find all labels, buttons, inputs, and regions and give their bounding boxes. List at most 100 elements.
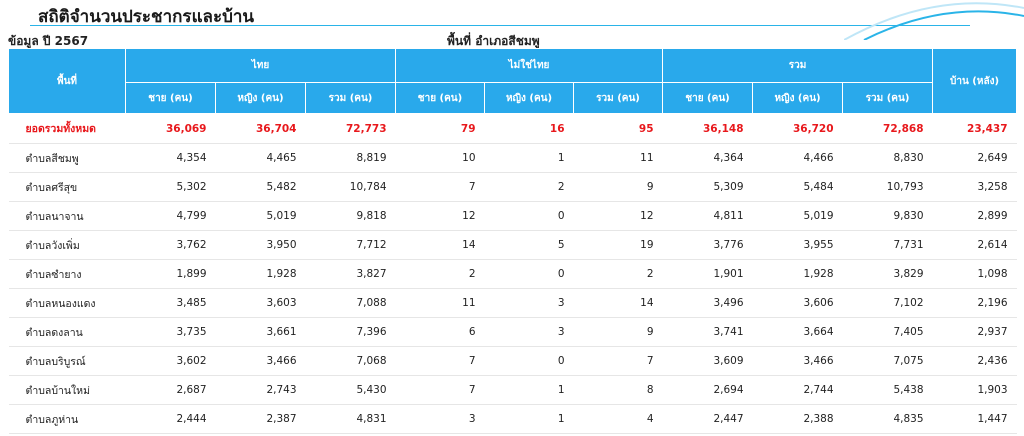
table-cell: 79 (395, 113, 485, 144)
table-cell: 4,835 (842, 404, 933, 434)
subdistrict-name: ตำบลนาจาน (8, 201, 126, 231)
column-header-thai-total[interactable]: รวม (คน) (304, 82, 397, 114)
table-cell: 7,396 (305, 317, 396, 347)
table-cell: 1,928 (752, 259, 843, 289)
table-cell: 19 (573, 230, 663, 260)
column-header-nonthai-female[interactable]: หญิง (คน) (484, 82, 575, 114)
group-header-non-thai: ไม่ใช่ไทย (395, 48, 664, 83)
table-cell: 7,075 (842, 346, 933, 376)
column-header-all-total[interactable]: รวม (คน) (842, 82, 934, 114)
table-cell: 3 (484, 288, 574, 318)
table-cell: 2,444 (125, 404, 216, 434)
table-cell: 7,712 (305, 230, 396, 260)
table-cell: 14 (573, 288, 663, 318)
table-cell: 4,811 (662, 201, 753, 231)
table-cell: 10 (395, 143, 485, 173)
column-header-nonthai-total[interactable]: รวม (คน) (573, 82, 664, 114)
subdistrict-name: ตำบลหนองแดง (8, 288, 126, 318)
table-cell: 5,019 (215, 201, 306, 231)
table-cell: 36,720 (752, 113, 843, 144)
column-header-thai-female[interactable]: หญิง (คน) (215, 82, 306, 114)
table-cell: 72,868 (842, 113, 933, 144)
table-cell: 1 (484, 143, 574, 173)
table-cell: 7 (395, 172, 485, 202)
table-cell: 3,603 (215, 288, 306, 318)
header-divider (30, 25, 970, 26)
table-cell: 5,438 (842, 375, 933, 405)
subdistrict-name: ตำบลวังเพิ่ม (8, 230, 126, 260)
subdistrict-name: ตำบลบริบูรณ์ (8, 346, 126, 376)
table-row: ตำบลนาจาน 4,799 5,019 9,818 12 0 12 4,811 5,019 9… (8, 201, 1017, 231)
table-row: ตำบลบ้านใหม่ 2,687 2,743 5,430 7 1 8 2,694 2,744… (8, 375, 1017, 405)
table-cell: 7 (395, 375, 485, 405)
table-cell: 1,899 (125, 259, 216, 289)
table-cell: 3,664 (752, 317, 843, 347)
table-cell: 0 (484, 346, 574, 376)
table-cell: 1,098 (932, 259, 1017, 289)
table-row: ตำบลดงลาน 3,735 3,661 7,396 6 3 9 3,741 3,664 7,4… (8, 317, 1017, 347)
subdistrict-name: ตำบลดงลาน (8, 317, 126, 347)
table-cell: 12 (395, 201, 485, 231)
table-cell: 0 (484, 201, 574, 231)
table-row: ตำบลบริบูรณ์ 3,602 3,466 7,068 7 0 7 3,609 3,466… (8, 346, 1017, 376)
table-cell: 9 (573, 172, 663, 202)
column-header-all-male[interactable]: ชาย (คน) (662, 82, 754, 114)
table-cell: 8,830 (842, 143, 933, 173)
table-cell: 3 (484, 317, 574, 347)
area-label: พื้นที่ อำเภอสีชมพู (447, 34, 540, 48)
table-cell: 12 (573, 201, 663, 231)
table-row: ตำบลศรีสุข 5,302 5,482 10,784 7 2 9 5,309 5,484 1… (8, 172, 1017, 202)
column-header-area[interactable]: พื้นที่ (8, 48, 126, 114)
table-cell: 16 (484, 113, 574, 144)
table-cell: 1,903 (932, 375, 1017, 405)
table-cell: 4,831 (305, 404, 396, 434)
table-cell: 2,687 (125, 375, 216, 405)
table-cell: 8,819 (305, 143, 396, 173)
table-cell: 2,694 (662, 375, 753, 405)
table-cell: 2 (395, 259, 485, 289)
table-cell: 3,602 (125, 346, 216, 376)
table-cell: 10,793 (842, 172, 933, 202)
table-cell: 7,405 (842, 317, 933, 347)
table-cell: 4,465 (215, 143, 306, 173)
column-header-houses[interactable]: บ้าน (หลัง) (932, 48, 1018, 114)
subdistrict-name: ตำบลศรีสุข (8, 172, 126, 202)
column-header-nonthai-male[interactable]: ชาย (คน) (395, 82, 486, 114)
table-cell: 3 (395, 404, 485, 434)
table-cell: 3,466 (215, 346, 306, 376)
table-cell: 95 (573, 113, 663, 144)
table-cell: 9 (573, 317, 663, 347)
table-cell: 7,068 (305, 346, 396, 376)
table-cell: 5 (484, 230, 574, 260)
table-cell: 4,799 (125, 201, 216, 231)
table-cell: 3,661 (215, 317, 306, 347)
table-cell: 5,302 (125, 172, 216, 202)
table-cell: 8 (573, 375, 663, 405)
page-header: สถิติจำนวนประชากรและบ้าน (0, 0, 1024, 40)
table-cell: 3,485 (125, 288, 216, 318)
year-label: ข้อมูล ปี 2567 (8, 34, 89, 48)
table-cell: 7,102 (842, 288, 933, 318)
table-cell: 3,827 (305, 259, 396, 289)
table-cell: 5,484 (752, 172, 843, 202)
total-row-label: ยอดรวมทั้งหมด (8, 113, 126, 144)
table-cell: 2 (573, 259, 663, 289)
table-cell: 1,928 (215, 259, 306, 289)
table-cell: 3,741 (662, 317, 753, 347)
table-cell: 72,773 (305, 113, 396, 144)
table-cell: 4,466 (752, 143, 843, 173)
table-cell: 2,614 (932, 230, 1017, 260)
table-cell: 23,437 (932, 113, 1017, 144)
table-cell: 3,735 (125, 317, 216, 347)
table-cell: 2,387 (215, 404, 306, 434)
table-cell: 7,731 (842, 230, 933, 260)
page-title: สถิติจำนวนประชากรและบ้าน (38, 7, 255, 27)
table-cell: 3,609 (662, 346, 753, 376)
table-row: ตำบลสีชมพู 4,354 4,465 8,819 10 1 11 4,364 4,466… (8, 143, 1017, 173)
table-cell: 1 (484, 375, 574, 405)
table-cell: 36,148 (662, 113, 753, 144)
table-cell: 14 (395, 230, 485, 260)
column-header-thai-male[interactable]: ชาย (คน) (125, 82, 216, 114)
table-cell: 4,354 (125, 143, 216, 173)
column-header-all-female[interactable]: หญิง (คน) (752, 82, 844, 114)
